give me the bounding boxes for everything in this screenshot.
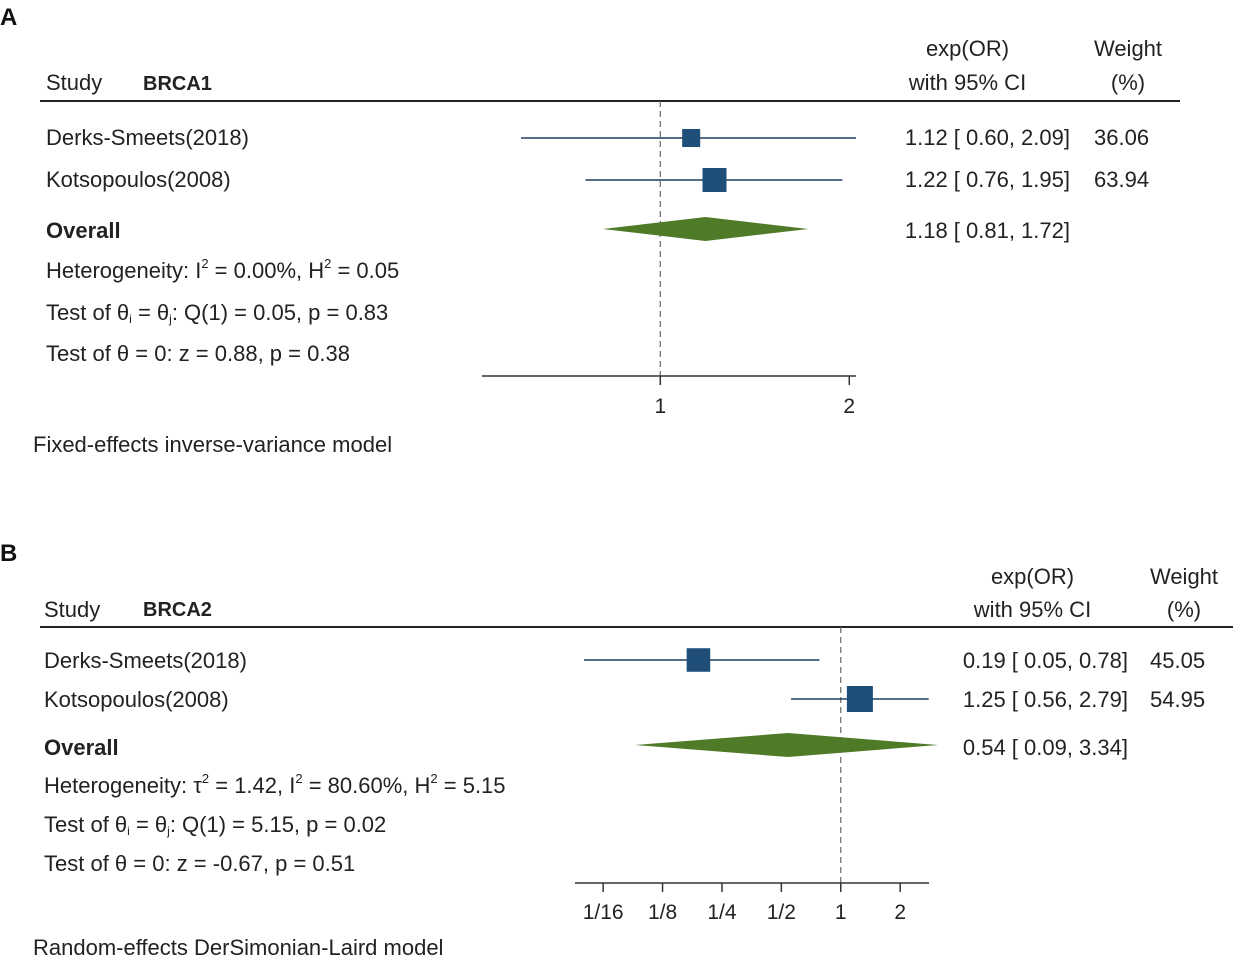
study-name: Derks-Smeets(2018) [44, 648, 247, 673]
effect-header-line2: with 95% CI [908, 70, 1027, 95]
model-note: Fixed-effects inverse-variance model [33, 432, 393, 457]
study-name: Kotsopoulos(2008) [44, 687, 229, 712]
effect-header-line2: with 95% CI [973, 597, 1092, 622]
q-test-stats: Test of θi = θj: Q(1) = 5.15, p = 0.02 [44, 812, 387, 838]
study-square [686, 648, 711, 672]
overall-label: Overall [44, 735, 119, 760]
x-axis-tick-label: 1/4 [707, 901, 737, 924]
study-square [682, 128, 701, 148]
forest-plot-brca2: B Study BRCA2 exp(OR) with 95% CI Weight… [0, 530, 1233, 976]
effect-header-line1: exp(OR) [925, 36, 1010, 61]
heterogeneity-stats: Heterogeneity: I2 = 0.00%, H2 = 0.05 [46, 256, 400, 283]
panel-label: A [0, 4, 18, 31]
study-column-header: Study [44, 597, 101, 622]
effect-ci-text: 1.12 [ 0.60, 2.09] [904, 125, 1070, 150]
x-axis-tick-label: 2 [894, 901, 906, 924]
overall-ci-text: 0.54 [ 0.09, 3.34] [962, 735, 1128, 760]
x-axis-tick-label: 1/2 [767, 901, 796, 924]
overall-ci-text: 1.18 [ 0.81, 1.72] [904, 218, 1070, 243]
study-square [846, 686, 873, 712]
x-axis-tick-label: 1 [654, 395, 666, 418]
study-name: Derks-Smeets(2018) [46, 125, 249, 150]
x-axis-tick-label: 1/8 [648, 901, 677, 924]
x-axis-tick-label: 2 [843, 395, 855, 418]
weight-value: 54.95 [1150, 687, 1206, 712]
overall-diamond [634, 733, 938, 757]
effect-ci-text: 1.22 [ 0.76, 1.95] [904, 167, 1070, 192]
group-label: BRCA2 [143, 599, 212, 621]
q-test-stats: Test of θi = θj: Q(1) = 0.05, p = 0.83 [46, 300, 389, 326]
x-axis-tick-label: 1/16 [583, 901, 624, 924]
forest-plot-area: 1/16 1/8 1/4 1/2 1 2 [40, 626, 1233, 924]
overall-label: Overall [46, 218, 121, 243]
z-test-stats: Test of θ = 0: z = -0.67, p = 0.51 [44, 851, 356, 876]
panel-label: B [0, 540, 18, 567]
x-axis-tick-label: 1 [835, 901, 847, 924]
effect-ci-text: 0.19 [ 0.05, 0.78] [962, 648, 1128, 673]
weight-value: 63.94 [1094, 167, 1150, 192]
study-square [702, 168, 727, 192]
weight-header-line1: Weight [1093, 36, 1163, 61]
weight-header-line1: Weight [1149, 564, 1219, 589]
study-name: Kotsopoulos(2008) [46, 167, 231, 192]
model-note: Random-effects DerSimonian-Laird model [33, 935, 444, 960]
study-column-header: Study [46, 70, 103, 95]
heterogeneity-stats: Heterogeneity: τ2 = 1.42, I2 = 80.60%, H… [44, 771, 506, 798]
weight-value: 45.05 [1150, 648, 1206, 673]
effect-header-line1: exp(OR) [990, 564, 1075, 589]
effect-ci-text: 1.25 [ 0.56, 2.79] [962, 687, 1128, 712]
z-test-stats: Test of θ = 0: z = 0.88, p = 0.38 [46, 341, 350, 366]
overall-diamond [602, 217, 809, 241]
group-label: BRCA1 [143, 73, 212, 95]
weight-header-line2: (%) [1166, 597, 1202, 622]
forest-plot-brca1: A Study BRCA1 exp(OR) with 95% CI Weight… [0, 4, 1180, 457]
weight-header-line2: (%) [1110, 70, 1146, 95]
weight-value: 36.06 [1094, 125, 1150, 150]
